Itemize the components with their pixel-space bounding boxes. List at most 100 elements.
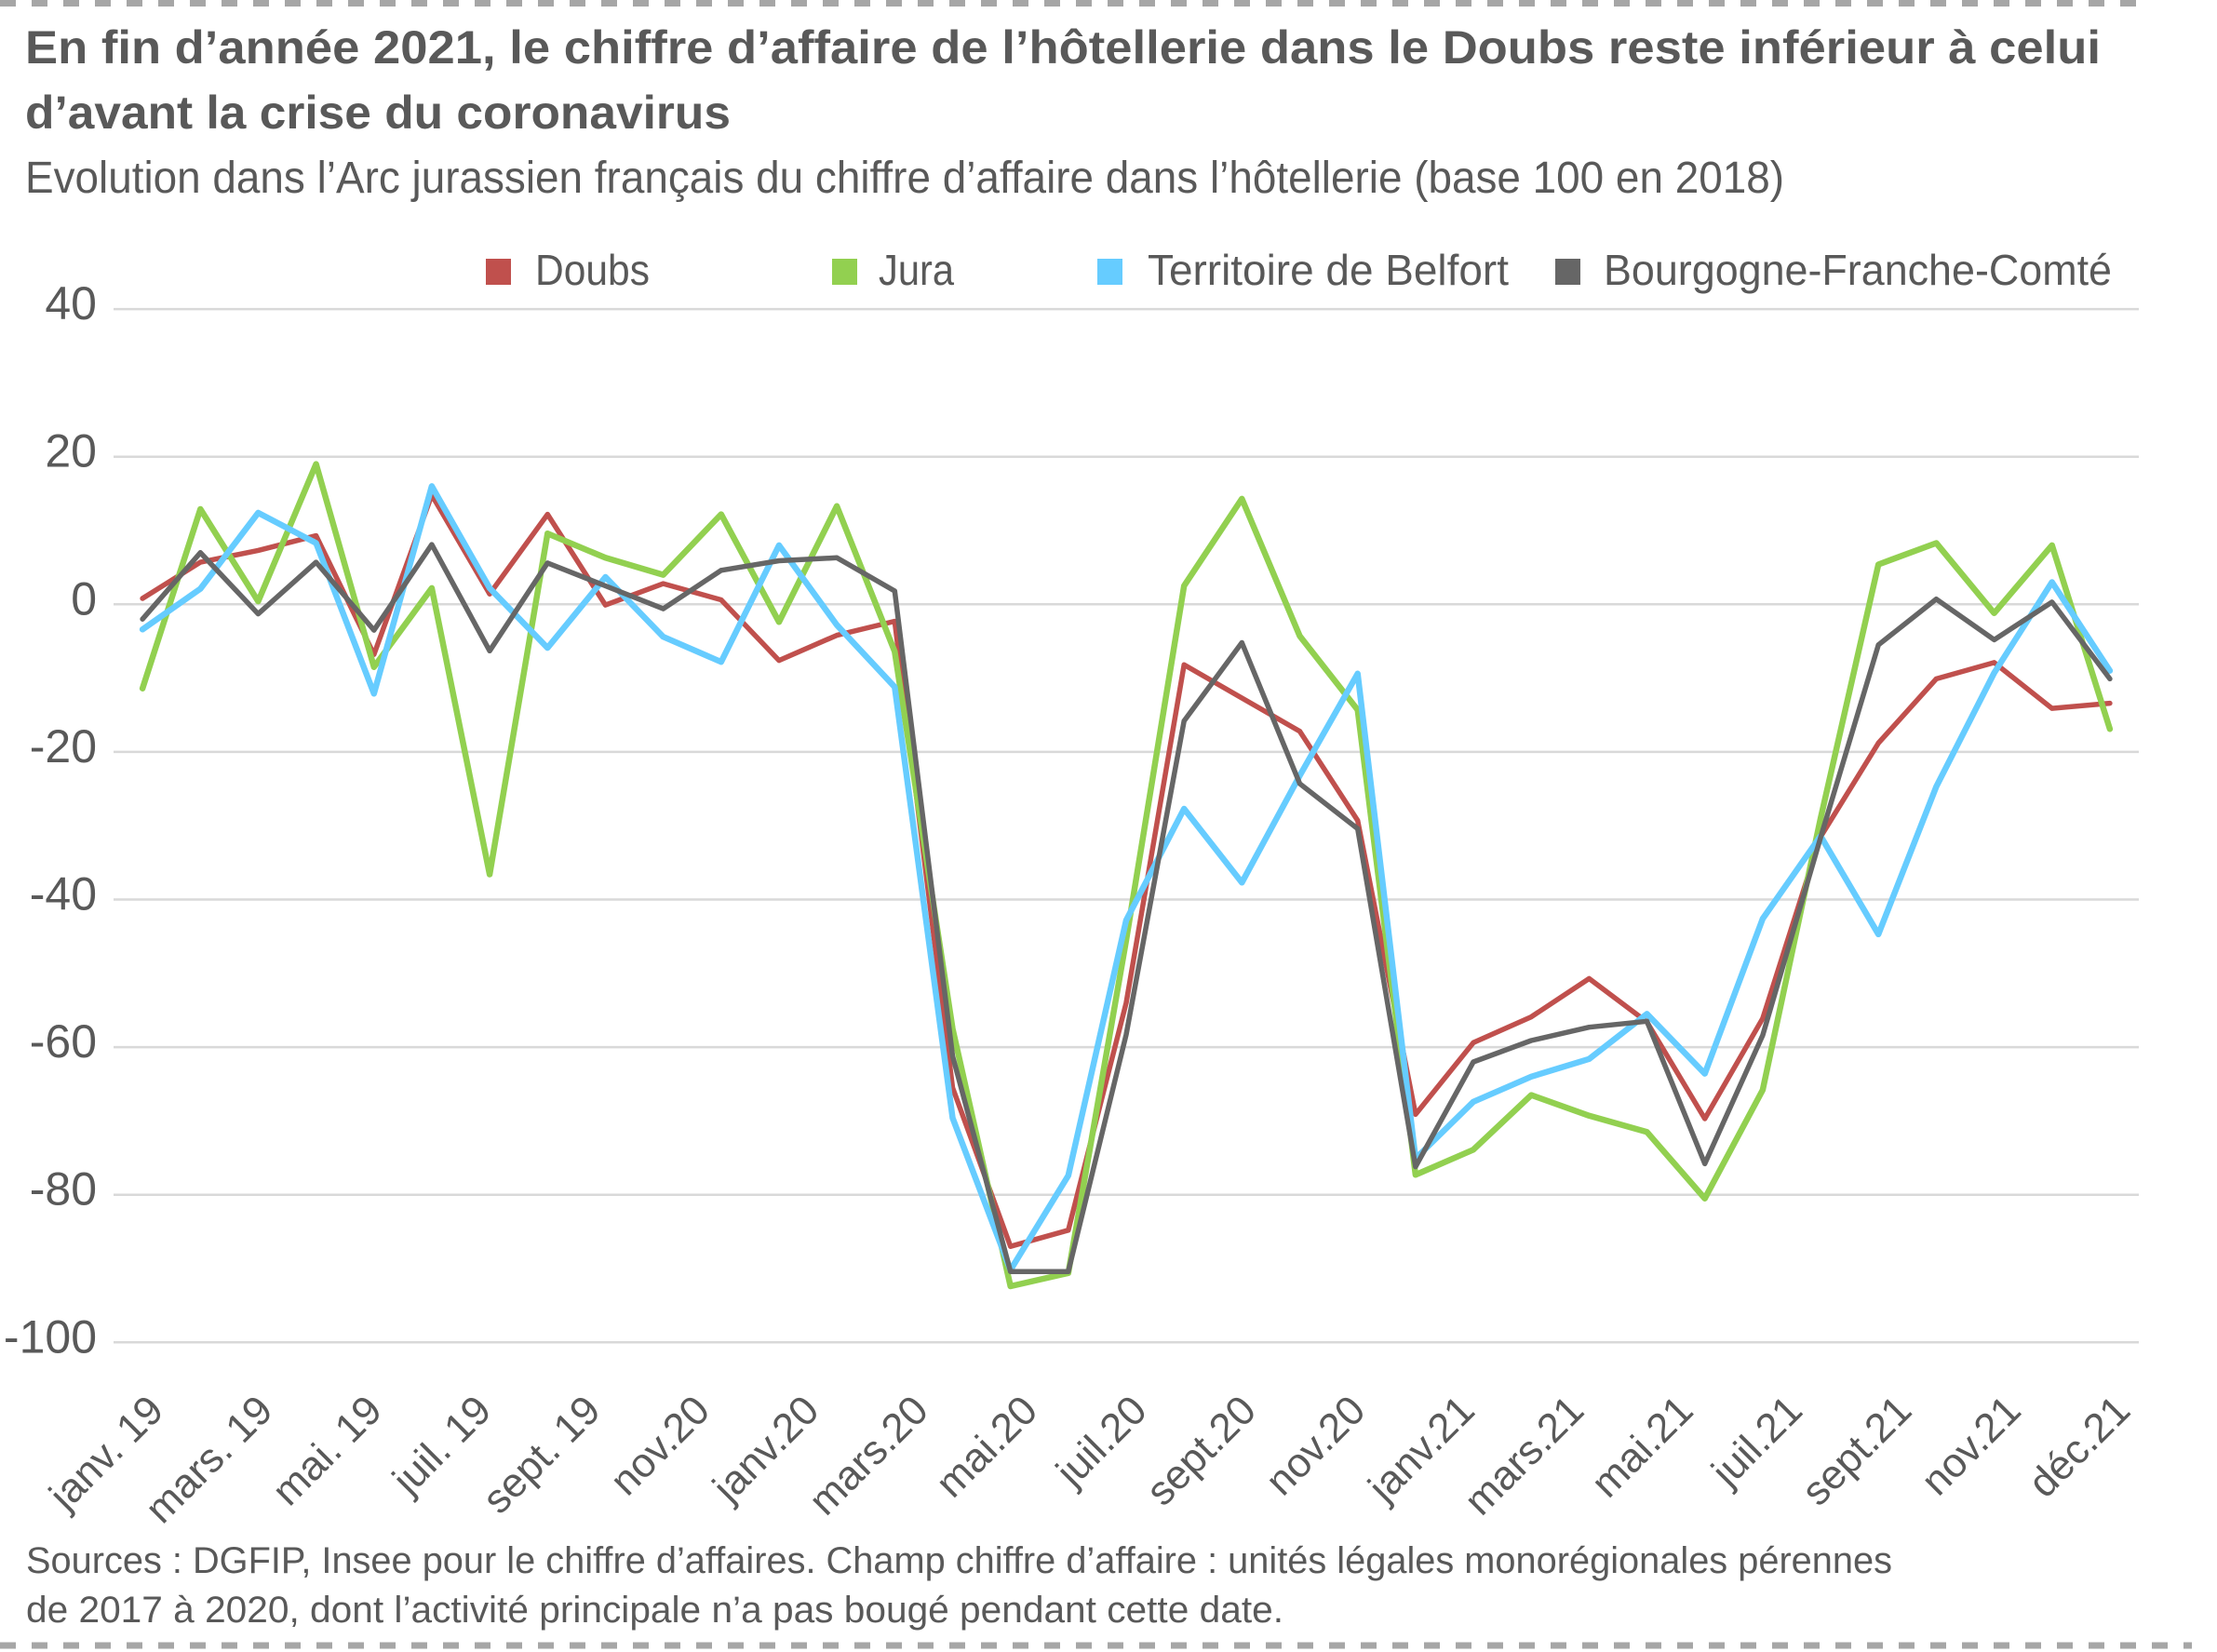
data-point-territoire-de-belfort	[661, 634, 666, 639]
data-point-territoire-de-belfort	[371, 691, 377, 696]
data-point-doubs	[1760, 1015, 1766, 1021]
data-point-territoire-de-belfort	[1123, 918, 1129, 923]
data-point-territoire-de-belfort	[1875, 932, 1881, 937]
data-point-bourgogne-franche-comte	[950, 1054, 955, 1059]
title-line-1: En fin d’année 2021, le chiffre d’affair…	[25, 21, 2101, 74]
x-tick-label: mars.20	[800, 1387, 937, 1524]
data-point-jura	[603, 555, 608, 560]
legend-item-doubs: Doubs	[486, 246, 650, 294]
data-point-jura	[429, 585, 435, 591]
data-point-doubs	[1066, 1228, 1071, 1233]
data-point-jura	[719, 512, 724, 517]
data-point-territoire-de-belfort	[197, 586, 203, 592]
y-tick-label: -60	[30, 1015, 97, 1068]
data-point-bourgogne-franche-comte	[2049, 599, 2055, 605]
legend-item-territoire-de-belfort: Territoire de Belfort	[1097, 246, 1509, 294]
data-point-doubs	[255, 547, 261, 553]
data-point-bourgogne-franche-comte	[314, 559, 319, 565]
data-point-bourgogne-franche-comte	[603, 584, 608, 588]
data-point-territoire-de-belfort	[487, 585, 492, 591]
data-point-jura	[1702, 1196, 1708, 1202]
data-point-bourgogne-franche-comte	[1008, 1269, 1014, 1274]
data-point-doubs	[776, 658, 782, 664]
data-point-bourgogne-franche-comte	[1413, 1164, 1418, 1170]
plot-series	[139, 461, 2114, 1290]
data-point-doubs	[314, 533, 319, 539]
data-point-territoire-de-belfort	[429, 483, 435, 489]
data-point-bourgogne-franche-comte	[1702, 1161, 1708, 1166]
series-bourgogne-franche-comte	[140, 542, 2113, 1274]
data-point-doubs	[1413, 1111, 1418, 1117]
data-point-bourgogne-franche-comte	[1933, 597, 1939, 602]
series-jura	[139, 461, 2114, 1290]
data-point-doubs	[544, 512, 550, 517]
legend-swatch-bourgogne-franche-comte	[1555, 259, 1580, 285]
data-point-jura	[1297, 633, 1302, 638]
series-line-jura	[139, 461, 2114, 1290]
data-point-bourgogne-franche-comte	[1992, 637, 1997, 642]
data-point-jura	[1760, 1087, 1766, 1093]
data-point-bourgogne-franche-comte	[661, 606, 666, 611]
data-point-jura	[1471, 1147, 1476, 1152]
x-tick-label: mai.20	[927, 1387, 1046, 1506]
x-tick-label: sept.21	[1794, 1387, 1921, 1514]
data-point-bourgogne-franche-comte	[1760, 1032, 1766, 1038]
legend-swatch-territoire-de-belfort	[1097, 259, 1122, 285]
data-point-territoire-de-belfort	[1066, 1173, 1071, 1178]
data-point-bourgogne-franche-comte	[1586, 1025, 1592, 1030]
data-point-jura	[197, 506, 203, 512]
data-point-bourgogne-franche-comte	[1355, 826, 1361, 831]
data-point-doubs	[1702, 1116, 1708, 1121]
data-point-bourgogne-franche-comte	[834, 555, 840, 560]
x-tick-label: mai. 19	[263, 1387, 391, 1514]
data-point-jura	[544, 531, 550, 536]
legend-label-jura: Jura	[879, 246, 954, 294]
data-point-jura	[1645, 1129, 1649, 1135]
legend-swatch-doubs	[486, 259, 511, 285]
data-point-bourgogne-franche-comte	[429, 542, 435, 547]
data-point-jura	[1818, 815, 1823, 821]
header: En fin d’année 2021, le chiffre d’affair…	[25, 21, 2101, 203]
data-point-bourgogne-franche-comte	[719, 568, 724, 573]
data-point-doubs	[661, 581, 666, 586]
x-tick-label: sept. 19	[474, 1387, 609, 1522]
data-point-territoire-de-belfort	[1181, 806, 1187, 812]
legend-item-jura: Jura	[832, 246, 954, 294]
data-point-doubs	[140, 596, 145, 601]
data-point-jura	[314, 462, 319, 467]
data-point-bourgogne-franche-comte	[2107, 676, 2113, 681]
gridlines	[114, 307, 2139, 1344]
series-line-bourgogne-franche-comte	[140, 542, 2113, 1274]
data-point-bourgogne-franche-comte	[487, 648, 492, 653]
data-point-territoire-de-belfort	[1992, 670, 1997, 676]
data-point-territoire-de-belfort	[544, 645, 550, 651]
data-point-doubs	[1875, 740, 1881, 745]
y-tick-label: 40	[45, 277, 97, 329]
legend-label-territoire-de-belfort: Territoire de Belfort	[1148, 246, 1509, 294]
data-point-doubs	[603, 602, 608, 608]
data-point-bourgogne-franche-comte	[255, 611, 261, 617]
data-point-territoire-de-belfort	[1702, 1071, 1708, 1077]
data-point-jura	[371, 665, 377, 670]
data-point-doubs	[1992, 660, 1997, 665]
x-tick-label: déc.21	[2020, 1387, 2139, 1506]
data-point-bourgogne-franche-comte	[197, 550, 203, 556]
data-point-territoire-de-belfort	[834, 623, 840, 627]
data-point-bourgogne-franche-comte	[1528, 1038, 1534, 1043]
data-point-jura	[661, 572, 666, 578]
data-point-doubs	[1355, 818, 1361, 824]
x-tick-label: sept.20	[1137, 1387, 1265, 1514]
data-point-territoire-de-belfort	[603, 574, 608, 580]
data-point-bourgogne-franche-comte	[892, 588, 897, 594]
data-point-territoire-de-belfort	[1933, 784, 1939, 789]
data-point-jura	[776, 619, 782, 625]
data-point-bourgogne-franche-comte	[371, 627, 377, 633]
data-point-jura	[140, 686, 145, 692]
data-point-doubs	[1181, 662, 1187, 667]
y-tick-label: -40	[30, 868, 97, 920]
data-point-territoire-de-belfort	[140, 626, 145, 632]
data-point-territoire-de-belfort	[1528, 1074, 1534, 1080]
data-point-bourgogne-franche-comte	[1875, 642, 1881, 648]
legend-label-doubs: Doubs	[535, 246, 650, 294]
